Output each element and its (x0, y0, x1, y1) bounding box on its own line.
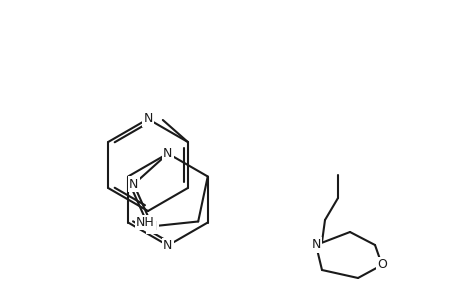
Text: N: N (129, 178, 138, 191)
Text: N: N (163, 239, 172, 252)
Text: N: N (311, 238, 320, 251)
Text: N: N (143, 112, 152, 125)
Text: O: O (376, 259, 386, 272)
Text: N: N (147, 220, 157, 233)
Text: N: N (163, 147, 172, 160)
Text: NH: NH (136, 216, 155, 229)
